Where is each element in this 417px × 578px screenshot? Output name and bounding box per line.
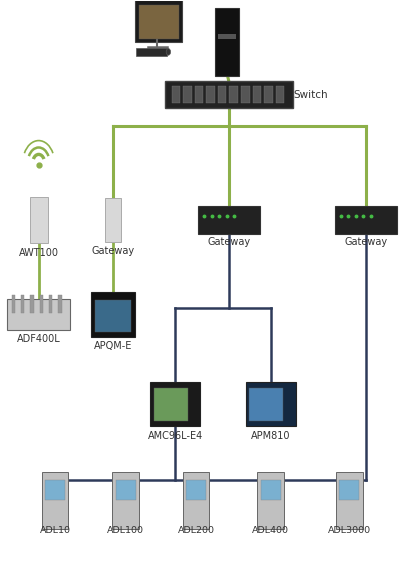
Text: APQM-E: APQM-E [94,342,133,351]
FancyBboxPatch shape [195,86,203,103]
Text: Gateway: Gateway [208,237,251,247]
FancyBboxPatch shape [116,480,136,500]
Text: ADL100: ADL100 [107,526,144,535]
FancyBboxPatch shape [139,5,179,39]
FancyBboxPatch shape [136,0,182,42]
FancyBboxPatch shape [218,86,226,103]
FancyBboxPatch shape [106,198,121,242]
FancyBboxPatch shape [113,472,139,529]
FancyBboxPatch shape [276,86,284,103]
FancyBboxPatch shape [261,480,281,500]
FancyBboxPatch shape [339,480,359,500]
Text: ADL10: ADL10 [40,526,71,535]
FancyBboxPatch shape [172,86,180,103]
FancyBboxPatch shape [30,295,34,313]
Text: Switch: Switch [294,90,328,99]
FancyBboxPatch shape [206,86,215,103]
Text: APM810: APM810 [251,431,290,440]
FancyBboxPatch shape [257,472,284,529]
FancyBboxPatch shape [241,86,249,103]
Ellipse shape [166,49,171,55]
FancyBboxPatch shape [21,295,25,313]
FancyBboxPatch shape [183,86,192,103]
FancyBboxPatch shape [229,86,238,103]
FancyBboxPatch shape [246,381,296,427]
Text: ADF400L: ADF400L [17,335,60,344]
Text: Gateway: Gateway [344,237,387,247]
FancyBboxPatch shape [95,300,131,332]
FancyBboxPatch shape [49,295,53,313]
FancyBboxPatch shape [198,206,261,234]
Text: ADL400: ADL400 [252,526,289,535]
FancyBboxPatch shape [336,472,363,529]
FancyBboxPatch shape [264,86,273,103]
FancyBboxPatch shape [183,472,209,529]
FancyBboxPatch shape [150,381,201,427]
Text: ADL200: ADL200 [178,526,215,535]
FancyBboxPatch shape [136,48,168,56]
FancyBboxPatch shape [30,197,48,243]
Text: ADL3000: ADL3000 [328,526,371,535]
Text: AWT100: AWT100 [19,247,59,258]
FancyBboxPatch shape [8,299,70,331]
FancyBboxPatch shape [12,295,15,313]
FancyBboxPatch shape [165,81,294,109]
FancyBboxPatch shape [91,292,135,338]
FancyBboxPatch shape [249,388,283,421]
FancyBboxPatch shape [253,86,261,103]
FancyBboxPatch shape [218,35,236,39]
Text: AMC96L-E4: AMC96L-E4 [148,431,203,440]
FancyBboxPatch shape [215,8,239,76]
Text: Gateway: Gateway [92,246,135,256]
FancyBboxPatch shape [40,295,43,313]
FancyBboxPatch shape [58,295,62,313]
FancyBboxPatch shape [42,472,68,529]
FancyBboxPatch shape [334,206,397,234]
FancyBboxPatch shape [45,480,65,500]
FancyBboxPatch shape [186,480,206,500]
FancyBboxPatch shape [154,388,188,421]
